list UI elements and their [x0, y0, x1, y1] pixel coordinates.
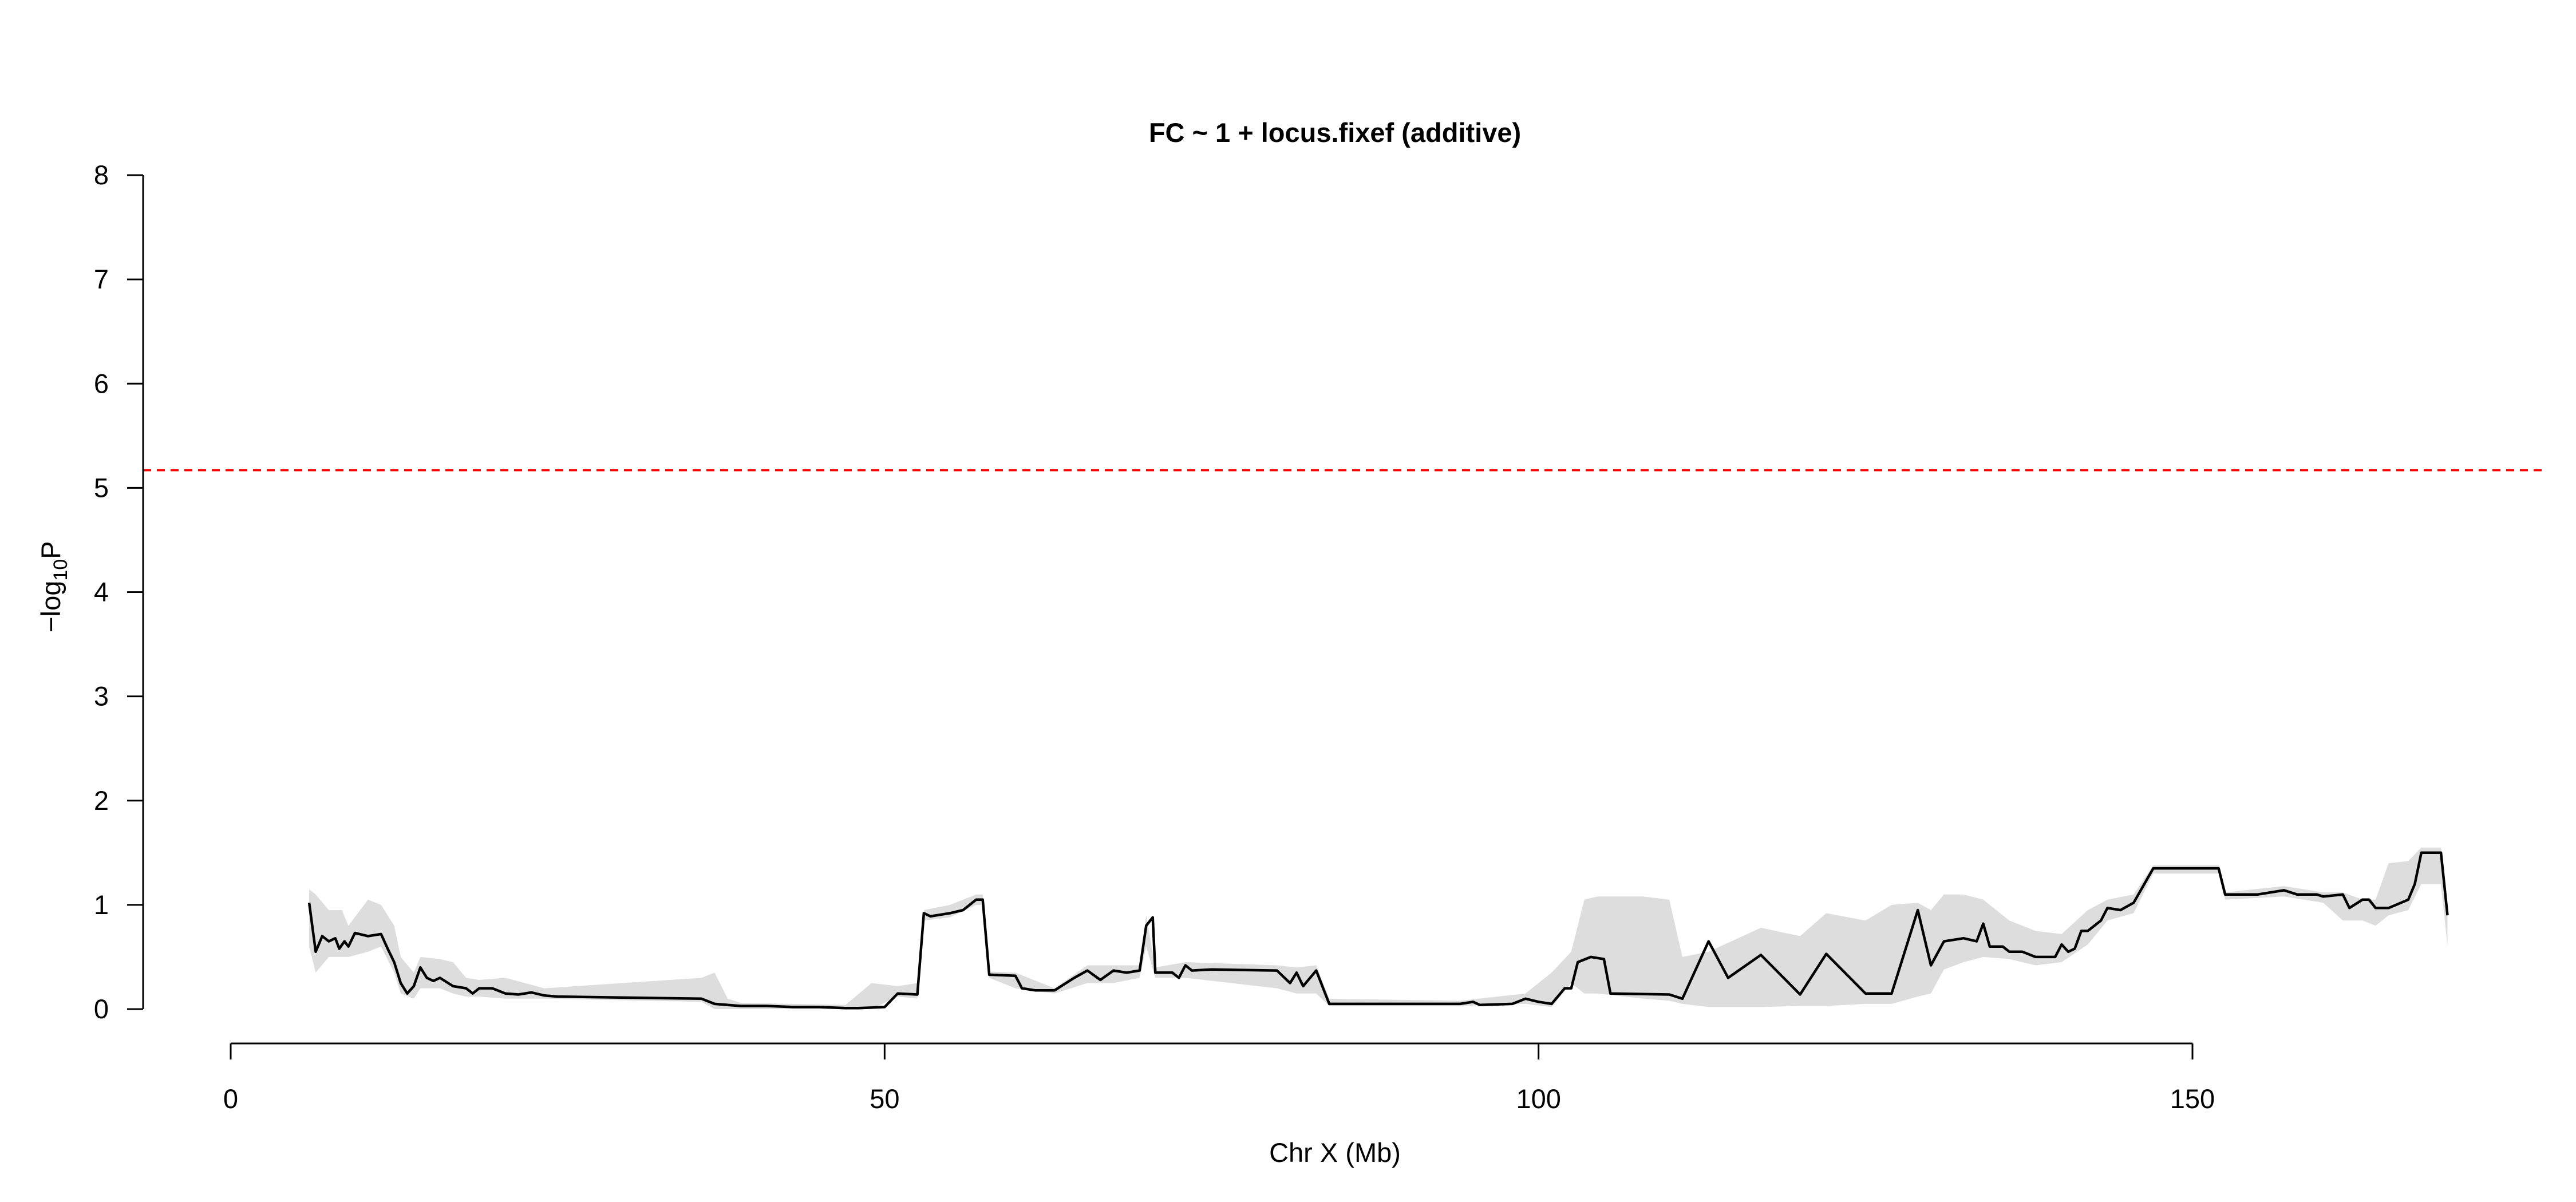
x-axis: 0 50 100 150 — [223, 1042, 2215, 1114]
x-tick-label: 150 — [2170, 1084, 2215, 1114]
chart-title: FC ~ 1 + locus.fixef (additive) — [1149, 117, 1521, 148]
lod-curve — [307, 851, 2449, 1010]
line-layer — [307, 851, 2449, 1010]
x-tick-label: 0 — [223, 1084, 238, 1114]
y-tick-label: 1 — [94, 889, 109, 920]
y-tick-label: 6 — [94, 368, 109, 398]
y-axis-label-suffix: P — [35, 541, 66, 559]
x-tick-label: 50 — [870, 1084, 899, 1114]
confidence-band — [309, 847, 2448, 1009]
y-tick-label: 7 — [94, 264, 109, 294]
y-tick-label: 4 — [94, 577, 109, 607]
y-axis-label-base: −log — [35, 581, 66, 632]
y-axis-label: −log10P — [35, 541, 72, 632]
y-tick-label: 3 — [94, 681, 109, 711]
y-tick-label: 2 — [94, 785, 109, 816]
y-tick-label: 8 — [94, 160, 109, 190]
y-axis-label-subscript: 10 — [50, 559, 72, 581]
y-axis: 0 1 2 3 4 5 6 7 8 — [94, 160, 144, 1024]
confidence-band-layer — [309, 847, 2448, 1009]
x-axis-label: Chr X (Mb) — [1269, 1137, 1401, 1168]
y-tick-label: 0 — [94, 994, 109, 1024]
x-tick-label: 100 — [1516, 1084, 1560, 1114]
y-tick-label: 5 — [94, 472, 109, 503]
